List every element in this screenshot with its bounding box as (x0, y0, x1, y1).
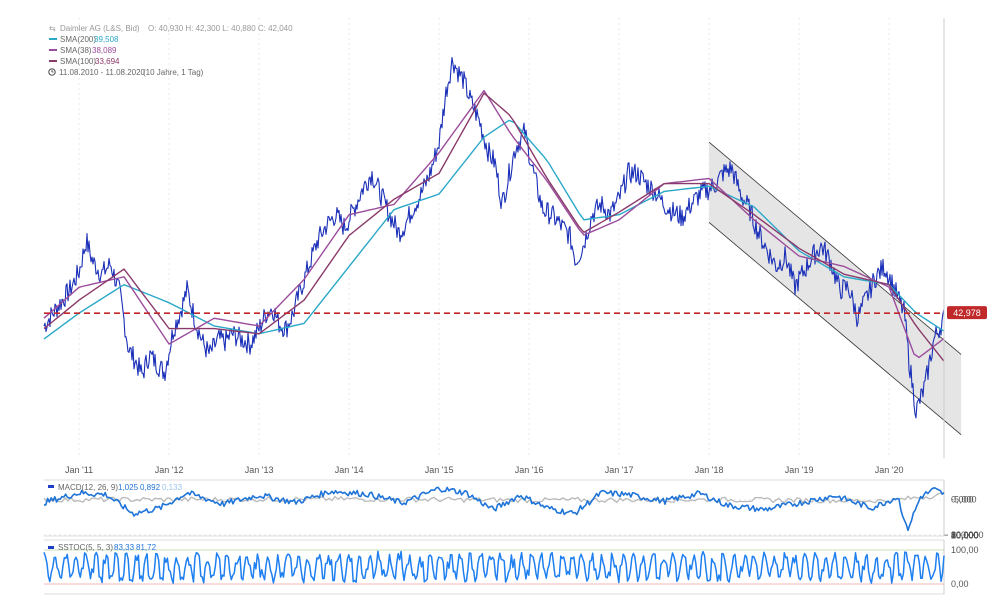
y-tick-label: 80,000 (951, 530, 979, 540)
stoch-legend-swatch (48, 546, 54, 549)
stoch-y-tick-label: 0,00 (951, 579, 969, 589)
stoch-legend-v1: 83,33 (114, 543, 135, 552)
legend-interval: (10 Jahre, 1 Tag) (143, 68, 204, 77)
macd-y-tick-label: -5,000 (951, 495, 977, 505)
macd-legend-label: MACD(12, 26, 9) (58, 483, 118, 492)
legend-sma200-swatch (49, 38, 57, 40)
macd-legend-swatch (48, 485, 54, 488)
x-tick-label: Jan '16 (515, 465, 544, 475)
sma38-line (43, 89, 945, 359)
x-tick-label: Jan '17 (605, 465, 634, 475)
legend-sma38-value: 38,089 (92, 46, 117, 55)
macd-y-tick-label: 0,000 (951, 495, 974, 505)
trend-channel (709, 142, 962, 435)
y-tick-label: 100,000 (951, 530, 984, 540)
stoch-line (43, 550, 945, 584)
macd-legend-v2: 0,892 (140, 483, 161, 492)
y-tick-label: 60,000 (951, 530, 979, 540)
main-y-axis: 20,00030,00040,00050,00060,00070,00080,0… (944, 530, 984, 541)
x-tick-label: Jan '11 (65, 465, 93, 475)
legend-sma38-label: SMA(38) (60, 46, 92, 55)
y-tick-label: 30,000 (951, 530, 979, 540)
price-badge-text: 42,978 (953, 308, 981, 318)
x-tick-label: Jan '13 (245, 465, 274, 475)
y-tick-label: 70,000 (951, 530, 979, 540)
stoch-y-tick-label: 100,00 (951, 545, 979, 555)
macd-line (44, 486, 945, 532)
sma200-line (43, 119, 945, 340)
sma100-line (43, 92, 945, 362)
legend-sma200-label: SMA(200) (60, 35, 96, 44)
channel-upper-line (708, 141, 962, 355)
y-tick-label: 50,000 (951, 530, 979, 540)
x-tick-label: Jan '19 (785, 465, 814, 475)
x-axis: Jan '11 Jan '12 Jan '13 Jan '14 Jan '15 Jan '… (65, 465, 903, 475)
price-line (43, 56, 945, 419)
legend-instrument: Daimler AG (L&S, Bid) (60, 24, 140, 33)
x-tick-label: Jan '14 (335, 465, 364, 475)
x-tick-label: Jan '15 (425, 465, 454, 475)
x-tick-label: Jan '18 (695, 465, 724, 475)
x-tick-label: Jan '20 (875, 465, 904, 475)
y-tick-label: 40,000 (951, 530, 979, 540)
stoch-series (43, 550, 945, 584)
price-badge-bg (947, 306, 987, 320)
legend-sma200-value: 39,508 (94, 35, 119, 44)
stoch-panel: 0,00 100,00 SSTOC(5, 5, 3) 83,33 81,72 (43, 539, 979, 595)
legend-sma100-label: SMA(100) (60, 57, 96, 66)
macd-legend-v3: 0,133 (162, 483, 183, 492)
legend-sma38-swatch (49, 49, 57, 51)
macd-signal-line (43, 492, 944, 504)
legend-instrument-icon: ⇆ (49, 24, 56, 33)
macd-legend-v1: 1,025 (118, 483, 139, 492)
clock-icon (48, 68, 56, 76)
legend-sma100-value: 33,694 (95, 57, 120, 66)
legend: ⇆ Daimler AG (L&S, Bid) O: 40,930 H: 42,… (48, 24, 293, 77)
legend-sma100-swatch (49, 60, 57, 62)
main-series (43, 56, 945, 419)
stoch-legend-v2: 81,72 (136, 543, 157, 552)
legend-ohlc: O: 40,930 H: 42,300 L: 40,880 C: 42,040 (148, 24, 293, 33)
price-badge: 42,978 (947, 306, 987, 320)
stoch-y-axis: 0,00 100,00 (951, 545, 979, 589)
x-tick-label: Jan '12 (155, 465, 184, 475)
main-panel: 20,00030,00040,00050,00060,00070,00080,0… (43, 18, 987, 541)
y-tick-label: 20,000 (951, 531, 979, 541)
stoch-legend-label: SSTOC(5, 5, 3) (58, 543, 113, 552)
y-tick-label: 90,000 (951, 530, 979, 540)
legend-range: 11.08.2010 - 11.08.2020 (59, 68, 146, 77)
macd-series (43, 486, 945, 532)
